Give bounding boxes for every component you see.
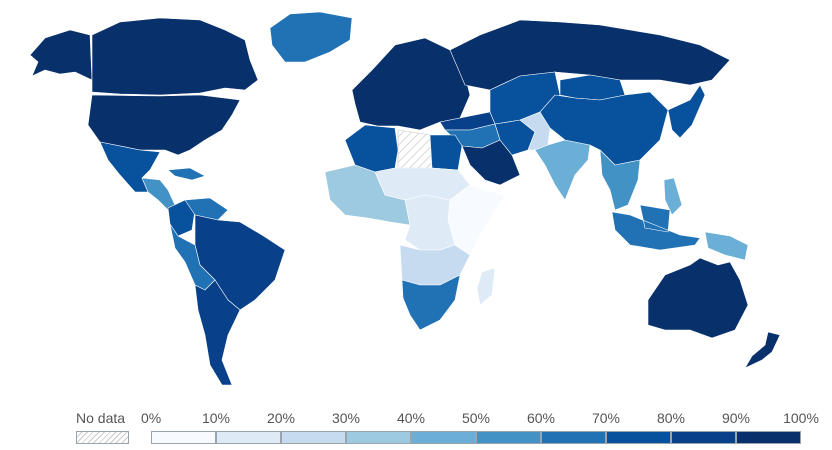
region-saudi-arabia[interactable] bbox=[461, 139, 521, 186]
region-libya[interactable] bbox=[397, 129, 433, 169]
region-venezuela[interactable] bbox=[184, 197, 229, 221]
legend-bin-7 bbox=[606, 431, 671, 444]
legend-tick-9: 90% bbox=[721, 410, 751, 426]
region-png[interactable] bbox=[704, 231, 749, 261]
region-caribbean[interactable] bbox=[167, 167, 206, 181]
region-central-america[interactable] bbox=[141, 177, 176, 211]
region-sahel[interactable] bbox=[374, 167, 471, 201]
region-east-africa[interactable] bbox=[447, 184, 506, 256]
region-canada[interactable] bbox=[91, 17, 259, 96]
legend-bin-1 bbox=[216, 431, 281, 444]
region-southeast-asia[interactable] bbox=[599, 149, 641, 211]
world-map bbox=[29, 11, 781, 386]
region-australia[interactable] bbox=[647, 257, 749, 339]
region-central-africa[interactable] bbox=[404, 194, 456, 251]
region-alaska[interactable] bbox=[29, 29, 93, 81]
legend-tick-4: 40% bbox=[396, 410, 426, 426]
legend-bin-4 bbox=[411, 431, 476, 444]
region-greenland[interactable] bbox=[269, 11, 353, 63]
legend-tick-0: 0% bbox=[141, 410, 162, 426]
legend-bin-9 bbox=[736, 431, 801, 444]
legend-bin-8 bbox=[671, 431, 736, 444]
region-maghreb[interactable] bbox=[344, 124, 399, 173]
legend-tick-1: 10% bbox=[201, 410, 231, 426]
legend-bin-0 bbox=[151, 431, 216, 444]
legend-tick-10: 100% bbox=[783, 410, 819, 426]
legend-tick-5: 50% bbox=[461, 410, 491, 426]
legend-bin-6 bbox=[541, 431, 606, 444]
legend-bin-5 bbox=[476, 431, 541, 444]
legend-tick-8: 80% bbox=[656, 410, 686, 426]
legend-tick-7: 70% bbox=[591, 410, 621, 426]
region-southern-africa[interactable] bbox=[401, 274, 461, 331]
legend-no-data-swatch bbox=[76, 431, 129, 444]
legend-bin-3 bbox=[346, 431, 411, 444]
region-madagascar[interactable] bbox=[476, 267, 496, 306]
region-new-zealand[interactable] bbox=[744, 331, 781, 369]
region-egypt[interactable] bbox=[429, 134, 463, 171]
legend-tick-6: 60% bbox=[526, 410, 556, 426]
region-philippines[interactable] bbox=[663, 177, 683, 216]
region-india[interactable] bbox=[534, 139, 591, 201]
legend-tick-3: 30% bbox=[331, 410, 361, 426]
legend-no-data-label: No data bbox=[76, 410, 126, 426]
region-argentina-chile[interactable] bbox=[194, 279, 241, 386]
region-indonesia[interactable] bbox=[611, 204, 701, 251]
region-japan-korea[interactable] bbox=[667, 84, 706, 139]
legend-tick-2: 20% bbox=[266, 410, 296, 426]
legend-bin-2 bbox=[281, 431, 346, 444]
